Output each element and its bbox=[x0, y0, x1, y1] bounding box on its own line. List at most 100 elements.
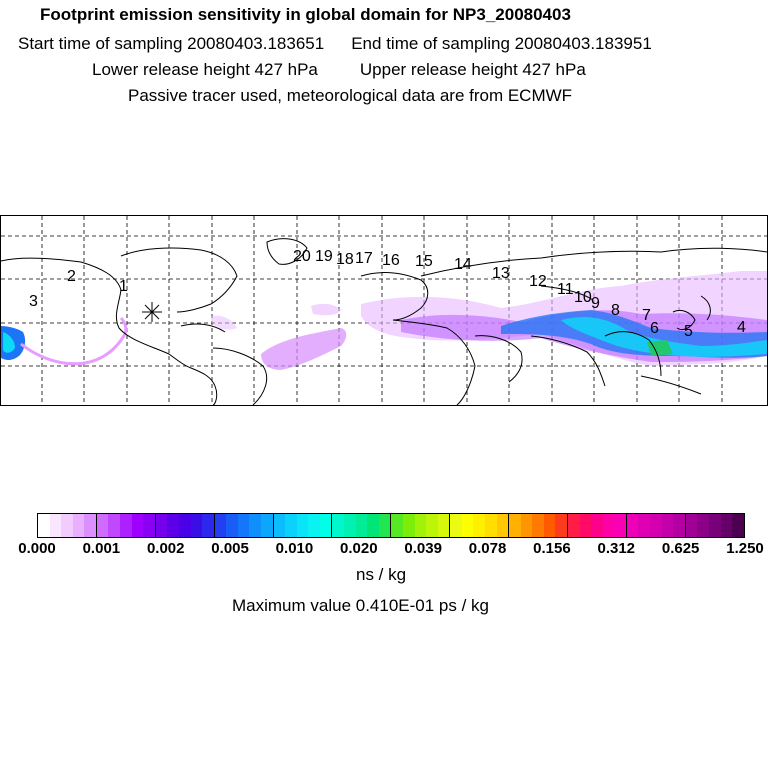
colorbar-segment bbox=[272, 514, 286, 537]
colorbar-segment bbox=[355, 514, 368, 537]
colorbar-segment bbox=[473, 514, 485, 537]
upper-release-height: Upper release height 427 hPa bbox=[359, 60, 586, 79]
colorbar-segment bbox=[437, 514, 450, 537]
colorbar-segment bbox=[414, 514, 427, 537]
trajectory-label: 12 bbox=[529, 273, 547, 290]
colorbar-tick-label: 0.020 bbox=[340, 540, 378, 557]
colorbar-segment bbox=[237, 514, 250, 537]
trajectory-label: 10 bbox=[574, 289, 592, 306]
colorbar-segment bbox=[260, 514, 273, 537]
colorbar-segment bbox=[461, 514, 474, 537]
colorbar-segment bbox=[638, 514, 651, 537]
trajectory-label: 15 bbox=[415, 253, 433, 270]
colorbar-segment bbox=[614, 514, 626, 537]
colorbar-segment bbox=[591, 514, 603, 537]
colorbar-segment bbox=[508, 514, 521, 537]
colorbar-segment bbox=[555, 514, 568, 537]
colorbar-segment bbox=[532, 514, 544, 537]
sensitivity-field bbox=[1, 271, 767, 370]
trajectory-label: 9 bbox=[591, 295, 600, 312]
colorbar-segment bbox=[697, 514, 709, 537]
colorbar-segment bbox=[579, 514, 592, 537]
trajectory-label: 17 bbox=[355, 250, 373, 267]
colorbar-segment bbox=[226, 514, 238, 537]
colorbar-segment bbox=[308, 514, 320, 537]
colorbar-tick-label: 0.156 bbox=[533, 540, 571, 557]
trajectory-label: 3 bbox=[29, 293, 38, 310]
colorbar-segment bbox=[390, 514, 403, 537]
sampling-times: Start time of sampling 20080403.183651 En… bbox=[18, 34, 652, 54]
colorbar-segment bbox=[661, 514, 674, 537]
trajectory-labels: 20 19 18 17 16 15 14 13 12 11 10 9 8 7 6… bbox=[29, 248, 746, 340]
colorbar-segment bbox=[650, 514, 662, 537]
trajectory-label: 16 bbox=[382, 252, 400, 269]
colorbar-tick-label: 1.250 bbox=[726, 540, 764, 557]
colorbar-segment bbox=[61, 514, 73, 537]
lower-release-height: Lower release height 427 hPa bbox=[92, 60, 318, 79]
colorbar-units: ns / kg bbox=[356, 565, 407, 584]
start-time: Start time of sampling 20080403.183651 bbox=[18, 34, 325, 53]
colorbar-segment bbox=[108, 514, 121, 537]
colorbar-segment bbox=[331, 514, 345, 537]
colorbar-segment bbox=[296, 514, 309, 537]
colorbar-segment bbox=[484, 514, 497, 537]
colorbar-segment bbox=[190, 514, 203, 537]
colorbar-tick-label: 0.000 bbox=[18, 540, 56, 557]
colorbar-segment bbox=[732, 514, 744, 537]
end-time: End time of sampling 20080403.183951 bbox=[351, 34, 652, 53]
world-map: 20 19 18 17 16 15 14 13 12 11 10 9 8 7 6… bbox=[0, 215, 768, 406]
colorbar-segment bbox=[367, 514, 379, 537]
colorbar-tick-label: 0.010 bbox=[275, 540, 314, 557]
colorbar-segment bbox=[344, 514, 356, 537]
colorbar-segment bbox=[673, 514, 685, 537]
map-canvas: 20 19 18 17 16 15 14 13 12 11 10 9 8 7 6… bbox=[0, 216, 768, 406]
colorbar-segment bbox=[449, 514, 462, 537]
release-site-asterisk bbox=[142, 302, 162, 322]
colorbar-segment bbox=[602, 514, 615, 537]
colorbar-segment bbox=[131, 514, 144, 537]
figure-title: Footprint emission sensitivity in global… bbox=[40, 5, 571, 24]
colorbar-segment bbox=[143, 514, 155, 537]
colorbar-segment bbox=[567, 514, 580, 537]
colorbar-tick-label: 0.625 bbox=[661, 540, 700, 557]
colorbar-tick-label: 0.039 bbox=[404, 540, 442, 557]
trajectory-label: 20 bbox=[293, 248, 311, 265]
colorbar-tick-label: 0.005 bbox=[211, 540, 249, 557]
colorbar-segment bbox=[543, 514, 556, 537]
colorbar-segment bbox=[684, 514, 698, 537]
colorbar-segment bbox=[202, 514, 214, 537]
trajectory-label: 4 bbox=[737, 319, 746, 336]
trajectory-label: 8 bbox=[611, 302, 620, 319]
trajectory-label: 13 bbox=[492, 265, 510, 282]
trajectory-label: 5 bbox=[684, 323, 693, 340]
colorbar-segment bbox=[720, 514, 733, 537]
colorbar-segment bbox=[249, 514, 261, 537]
colorbar-tick-label: 0.001 bbox=[82, 540, 121, 557]
colorbar bbox=[37, 513, 745, 538]
trajectory-label: 1 bbox=[119, 278, 128, 295]
colorbar-segment bbox=[178, 514, 191, 537]
maximum-value: Maximum value 0.410E-01 ps / kg bbox=[232, 596, 490, 615]
colorbar-tick-label: 0.002 bbox=[146, 540, 185, 557]
colorbar-segment bbox=[49, 514, 62, 537]
trajectory-label: 2 bbox=[67, 268, 76, 285]
colorbar-segment bbox=[402, 514, 415, 537]
colorbar-segment bbox=[167, 514, 179, 537]
colorbar-segment bbox=[378, 514, 391, 537]
trajectory-label: 6 bbox=[650, 320, 659, 337]
trajectory-label: 14 bbox=[454, 256, 472, 273]
trajectory-label: 11 bbox=[557, 281, 574, 298]
colorbar-segment bbox=[708, 514, 721, 537]
trajectory-label: 18 bbox=[336, 251, 354, 268]
release-heights: Lower release height 427 hPa Upper releas… bbox=[92, 60, 586, 80]
colorbar-segment bbox=[285, 514, 297, 537]
colorbar-segment bbox=[520, 514, 533, 537]
colorbar-segment bbox=[38, 514, 50, 537]
colorbar-tick-label: 0.312 bbox=[597, 540, 636, 557]
colorbar-segment bbox=[84, 514, 96, 537]
colorbar-segment bbox=[120, 514, 132, 537]
colorbar-segment bbox=[95, 514, 109, 537]
colorbar-segment bbox=[426, 514, 438, 537]
colorbar-tick-labels: 0.000 0.001 0.002 0.005 0.010 0.020 0.039 0.078… bbox=[0, 540, 768, 560]
colorbar-segment bbox=[625, 514, 639, 537]
